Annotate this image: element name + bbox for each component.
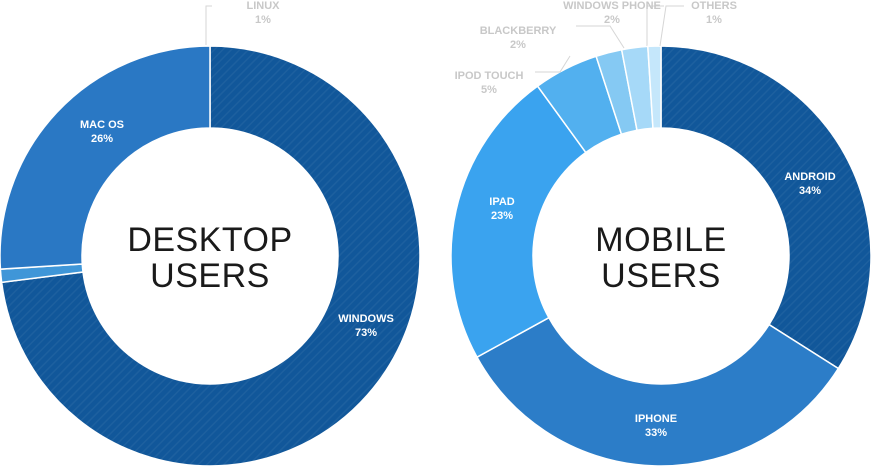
desktop-title-line-1: DESKTOP — [127, 221, 292, 259]
desktop-pct-windows: 73% — [355, 327, 377, 339]
mobile-label-others: OTHERS — [691, 0, 737, 12]
mobile-slice-android — [660, 45, 872, 370]
mobile-title-line-1: MOBILE — [595, 221, 726, 259]
mobile-users-donut: ANDROID 34% IPHONE 33% IPAD 23% IPOD TOUCH 5% BL… — [450, 0, 872, 467]
desktop-pct-mac-os: 26% — [91, 133, 113, 145]
mobile-leader-ipod-touch — [535, 55, 571, 73]
mobile-leader-blackberry — [576, 25, 625, 49]
desktop-users-donut: WINDOWS 73% LINUX 1% MAC OS 26% DESKTOP USERS — [0, 0, 421, 467]
mobile-pct-windows-phone: 2% — [604, 14, 620, 26]
desktop-slice-mac-os — [0, 45, 211, 270]
mobile-slice-iphone — [475, 316, 840, 467]
mobile-label-android: ANDROID — [784, 171, 835, 183]
mobile-label-blackberry: BLACKBERRY — [480, 25, 557, 37]
mobile-pct-blackberry: 2% — [510, 39, 526, 51]
mobile-pct-iphone: 33% — [645, 427, 667, 439]
desktop-title-line-2: USERS — [150, 257, 270, 295]
mobile-pct-ipod-touch: 5% — [481, 84, 497, 96]
mobile-label-windows-phone: WINDOWS PHONE — [563, 0, 661, 12]
desktop-label-windows: WINDOWS — [338, 313, 394, 325]
desktop-leader-linux — [205, 5, 212, 45]
mobile-leader-others — [659, 5, 684, 47]
mobile-pct-ipad: 23% — [491, 210, 513, 222]
mobile-slice-ipad — [450, 85, 587, 359]
mobile-title-line-2: USERS — [601, 257, 721, 295]
mobile-label-ipad: IPAD — [489, 196, 515, 208]
mobile-leader-windows-phone — [646, 5, 664, 46]
desktop-label-linux: LINUX — [247, 0, 281, 12]
mobile-slice-others — [647, 45, 662, 130]
mobile-pct-others: 1% — [706, 14, 722, 26]
mobile-pct-android: 34% — [799, 185, 821, 197]
mobile-label-iphone: IPHONE — [635, 413, 677, 425]
desktop-label-mac-os: MAC OS — [80, 119, 124, 131]
mobile-label-ipod-touch: IPOD TOUCH — [455, 70, 524, 82]
desktop-pct-linux: 1% — [255, 14, 271, 26]
